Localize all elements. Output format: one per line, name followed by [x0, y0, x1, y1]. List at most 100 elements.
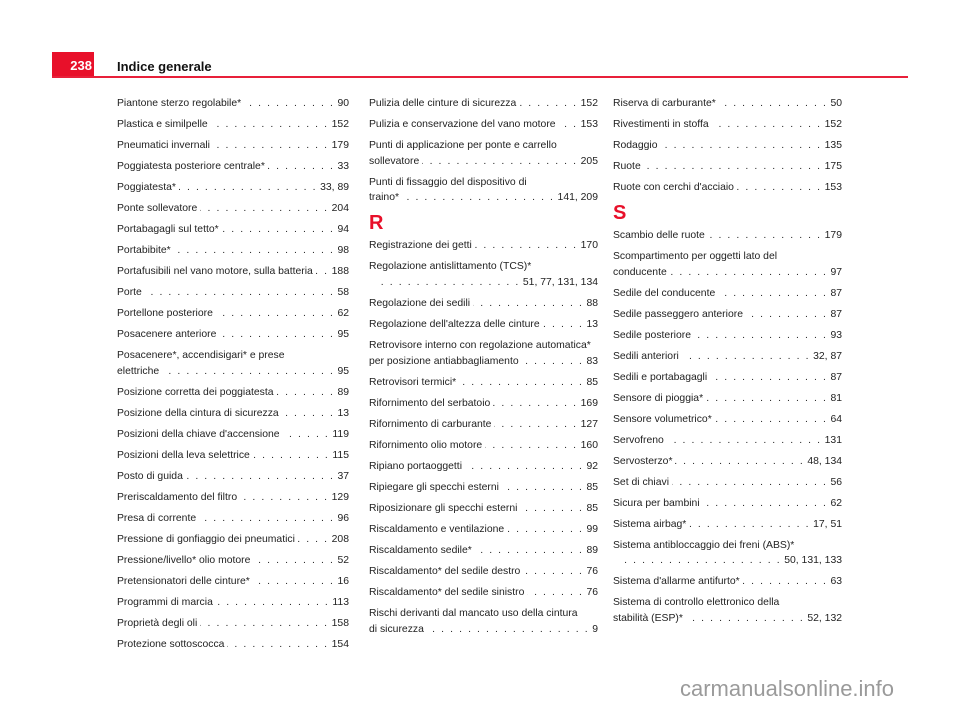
leader-dots — [253, 553, 334, 569]
entry-pages: 32, 87 — [813, 350, 842, 362]
leader-dots — [475, 543, 584, 559]
entry-text: Ponte sollevatore — [117, 203, 198, 214]
entry-line: 51, 77, 131, 134 — [369, 275, 598, 291]
leader-dots — [145, 285, 335, 301]
entry-text: sollevatore — [369, 155, 420, 167]
entry-text: Sensore volumetrico* — [613, 413, 712, 425]
entry-pages: 89 — [586, 544, 598, 556]
leader-dots — [644, 159, 822, 175]
entry-text: Posto di guida — [117, 470, 183, 482]
entry-line: Posizioni della leva selettrice 115 — [117, 448, 349, 464]
leader-dots — [277, 385, 335, 401]
leader-dots — [485, 438, 577, 454]
page-title: Indice generale — [117, 59, 212, 74]
index-entry: Pneumatici invernali 179 — [117, 138, 349, 154]
entry-pages: 64 — [830, 413, 842, 425]
entry-text: Retrovisore interno con regolazione auto… — [369, 340, 591, 352]
entry-line: Posto di guida 37 — [117, 469, 349, 485]
entry-line: Regolazione antislittamento (TCS)* — [369, 259, 598, 275]
entry-pages: 62 — [830, 497, 842, 509]
entry-pages: 9 — [592, 623, 598, 635]
entry-line: elettriche 95 — [117, 364, 349, 380]
index-entry: Ripiegare gli specchi esterni 85 — [369, 480, 598, 496]
entry-text: Sedili anteriori — [613, 350, 679, 362]
entry-text: Regolazione antislittamento (TCS)* — [369, 261, 532, 273]
index-entry: Pulizia delle cinture di sicurezza 152 — [369, 96, 598, 112]
entry-pages: 208 — [331, 533, 349, 545]
entry-line: Posizione corretta dei poggiatesta 89 — [117, 385, 349, 401]
leader-dots — [706, 391, 827, 407]
entry-line: 50, 131, 133 — [613, 553, 842, 569]
leader-dots — [559, 117, 578, 133]
entry-text: elettriche — [117, 365, 160, 377]
leader-dots — [253, 574, 335, 590]
leader-dots — [216, 306, 335, 322]
entry-pages: 81 — [830, 392, 842, 404]
section-letter-heading: R — [369, 212, 384, 235]
entry-pages: 204 — [331, 203, 349, 214]
entry-text: Poggiatesta posteriore centrale* — [117, 161, 265, 172]
entry-text: Portafusibili nel vano motore, sulla bat… — [117, 266, 313, 277]
index-entry: Rifornimento di carburante 127 — [369, 417, 598, 433]
leader-dots — [682, 349, 810, 365]
entry-text: Posizioni della chiave d'accensione — [117, 428, 280, 440]
leader-dots — [686, 611, 804, 627]
entry-line: Regolazione dei sedili 88 — [369, 296, 598, 312]
leader-dots — [227, 637, 328, 653]
leader-dots — [493, 396, 577, 412]
leader-dots — [502, 480, 583, 496]
entry-pages: 94 — [337, 224, 349, 235]
index-entry: Protezione sottoscocca 154 — [117, 637, 349, 653]
index-entry: Sensore di pioggia* 81 — [613, 391, 842, 407]
index-entry: Scompartimento per oggetti lato del condu… — [613, 249, 842, 280]
entry-line: Ripiano portaoggetti 92 — [369, 459, 598, 475]
entry-pages: 152 — [331, 119, 349, 130]
entry-line: Pressione/livello* olio motore 52 — [117, 553, 349, 569]
index-entry: Servosterzo* 48, 134 — [613, 454, 842, 470]
index-entry: Pressione/livello* olio motore 52 — [117, 553, 349, 569]
index-entry: Punti di applicazione per ponte e carrel… — [369, 138, 598, 169]
entry-line: Rischi derivanti dal mancato uso della c… — [369, 606, 598, 622]
entry-pages: 89 — [337, 386, 349, 398]
leader-dots — [298, 532, 329, 548]
entry-line: Poggiatesta* 33, 89 — [117, 180, 349, 196]
page-number: 238 — [70, 58, 92, 73]
leader-dots — [661, 138, 822, 154]
leader-dots — [219, 327, 334, 343]
index-entry: Poggiatesta* 33, 89 — [117, 180, 349, 196]
entry-line: Sistema di controllo elettronico della — [613, 595, 842, 611]
index-entry: Retrovisore interno con regolazione auto… — [369, 338, 598, 369]
leader-dots — [543, 317, 584, 333]
index-entry: Retrovisori termici* 85 — [369, 375, 598, 391]
entry-line: Retrovisori termici* 85 — [369, 375, 598, 391]
leader-dots — [427, 622, 589, 638]
leader-dots — [465, 459, 583, 475]
leader-dots — [244, 96, 334, 112]
entry-text: Sistema d'allarme antifurto* — [613, 576, 740, 588]
entry-pages: 85 — [586, 376, 598, 388]
entry-line: Sensore volumetrico* 64 — [613, 412, 842, 428]
entry-pages: 188 — [331, 266, 349, 277]
entry-line: Rivestimenti in stoffa 152 — [613, 117, 842, 133]
index-entry: Sedili anteriori 32, 87 — [613, 349, 842, 365]
leader-dots — [522, 354, 584, 370]
entry-pages: 85 — [586, 481, 598, 493]
entry-text: Rifornimento del serbatoio — [369, 397, 491, 409]
entry-pages: 115 — [332, 449, 349, 461]
entry-pages: 16 — [337, 575, 349, 587]
entry-line: Sedile passeggero anteriore 87 — [613, 307, 842, 323]
index-entry: Portabibite* 98 — [117, 243, 349, 259]
leader-dots — [689, 517, 810, 533]
index-column-2: Pulizia delle cinture di sicurezza152Pul… — [369, 96, 598, 643]
leader-dots — [667, 433, 822, 449]
entry-pages: 33, 89 — [320, 182, 349, 193]
entry-pages: 119 — [332, 428, 349, 440]
index-entry: Sicura per bambini 62 — [613, 496, 842, 512]
entry-text: conducente — [613, 266, 667, 278]
leader-dots — [743, 574, 828, 590]
entry-text: Plastica e similpelle — [117, 119, 208, 130]
entry-line: Protezione sottoscocca 154 — [117, 637, 349, 653]
entry-text: Scompartimento per oggetti lato del — [613, 251, 778, 262]
entry-pages: 58 — [337, 287, 349, 298]
index-entry: Servofreno 131 — [613, 433, 842, 449]
